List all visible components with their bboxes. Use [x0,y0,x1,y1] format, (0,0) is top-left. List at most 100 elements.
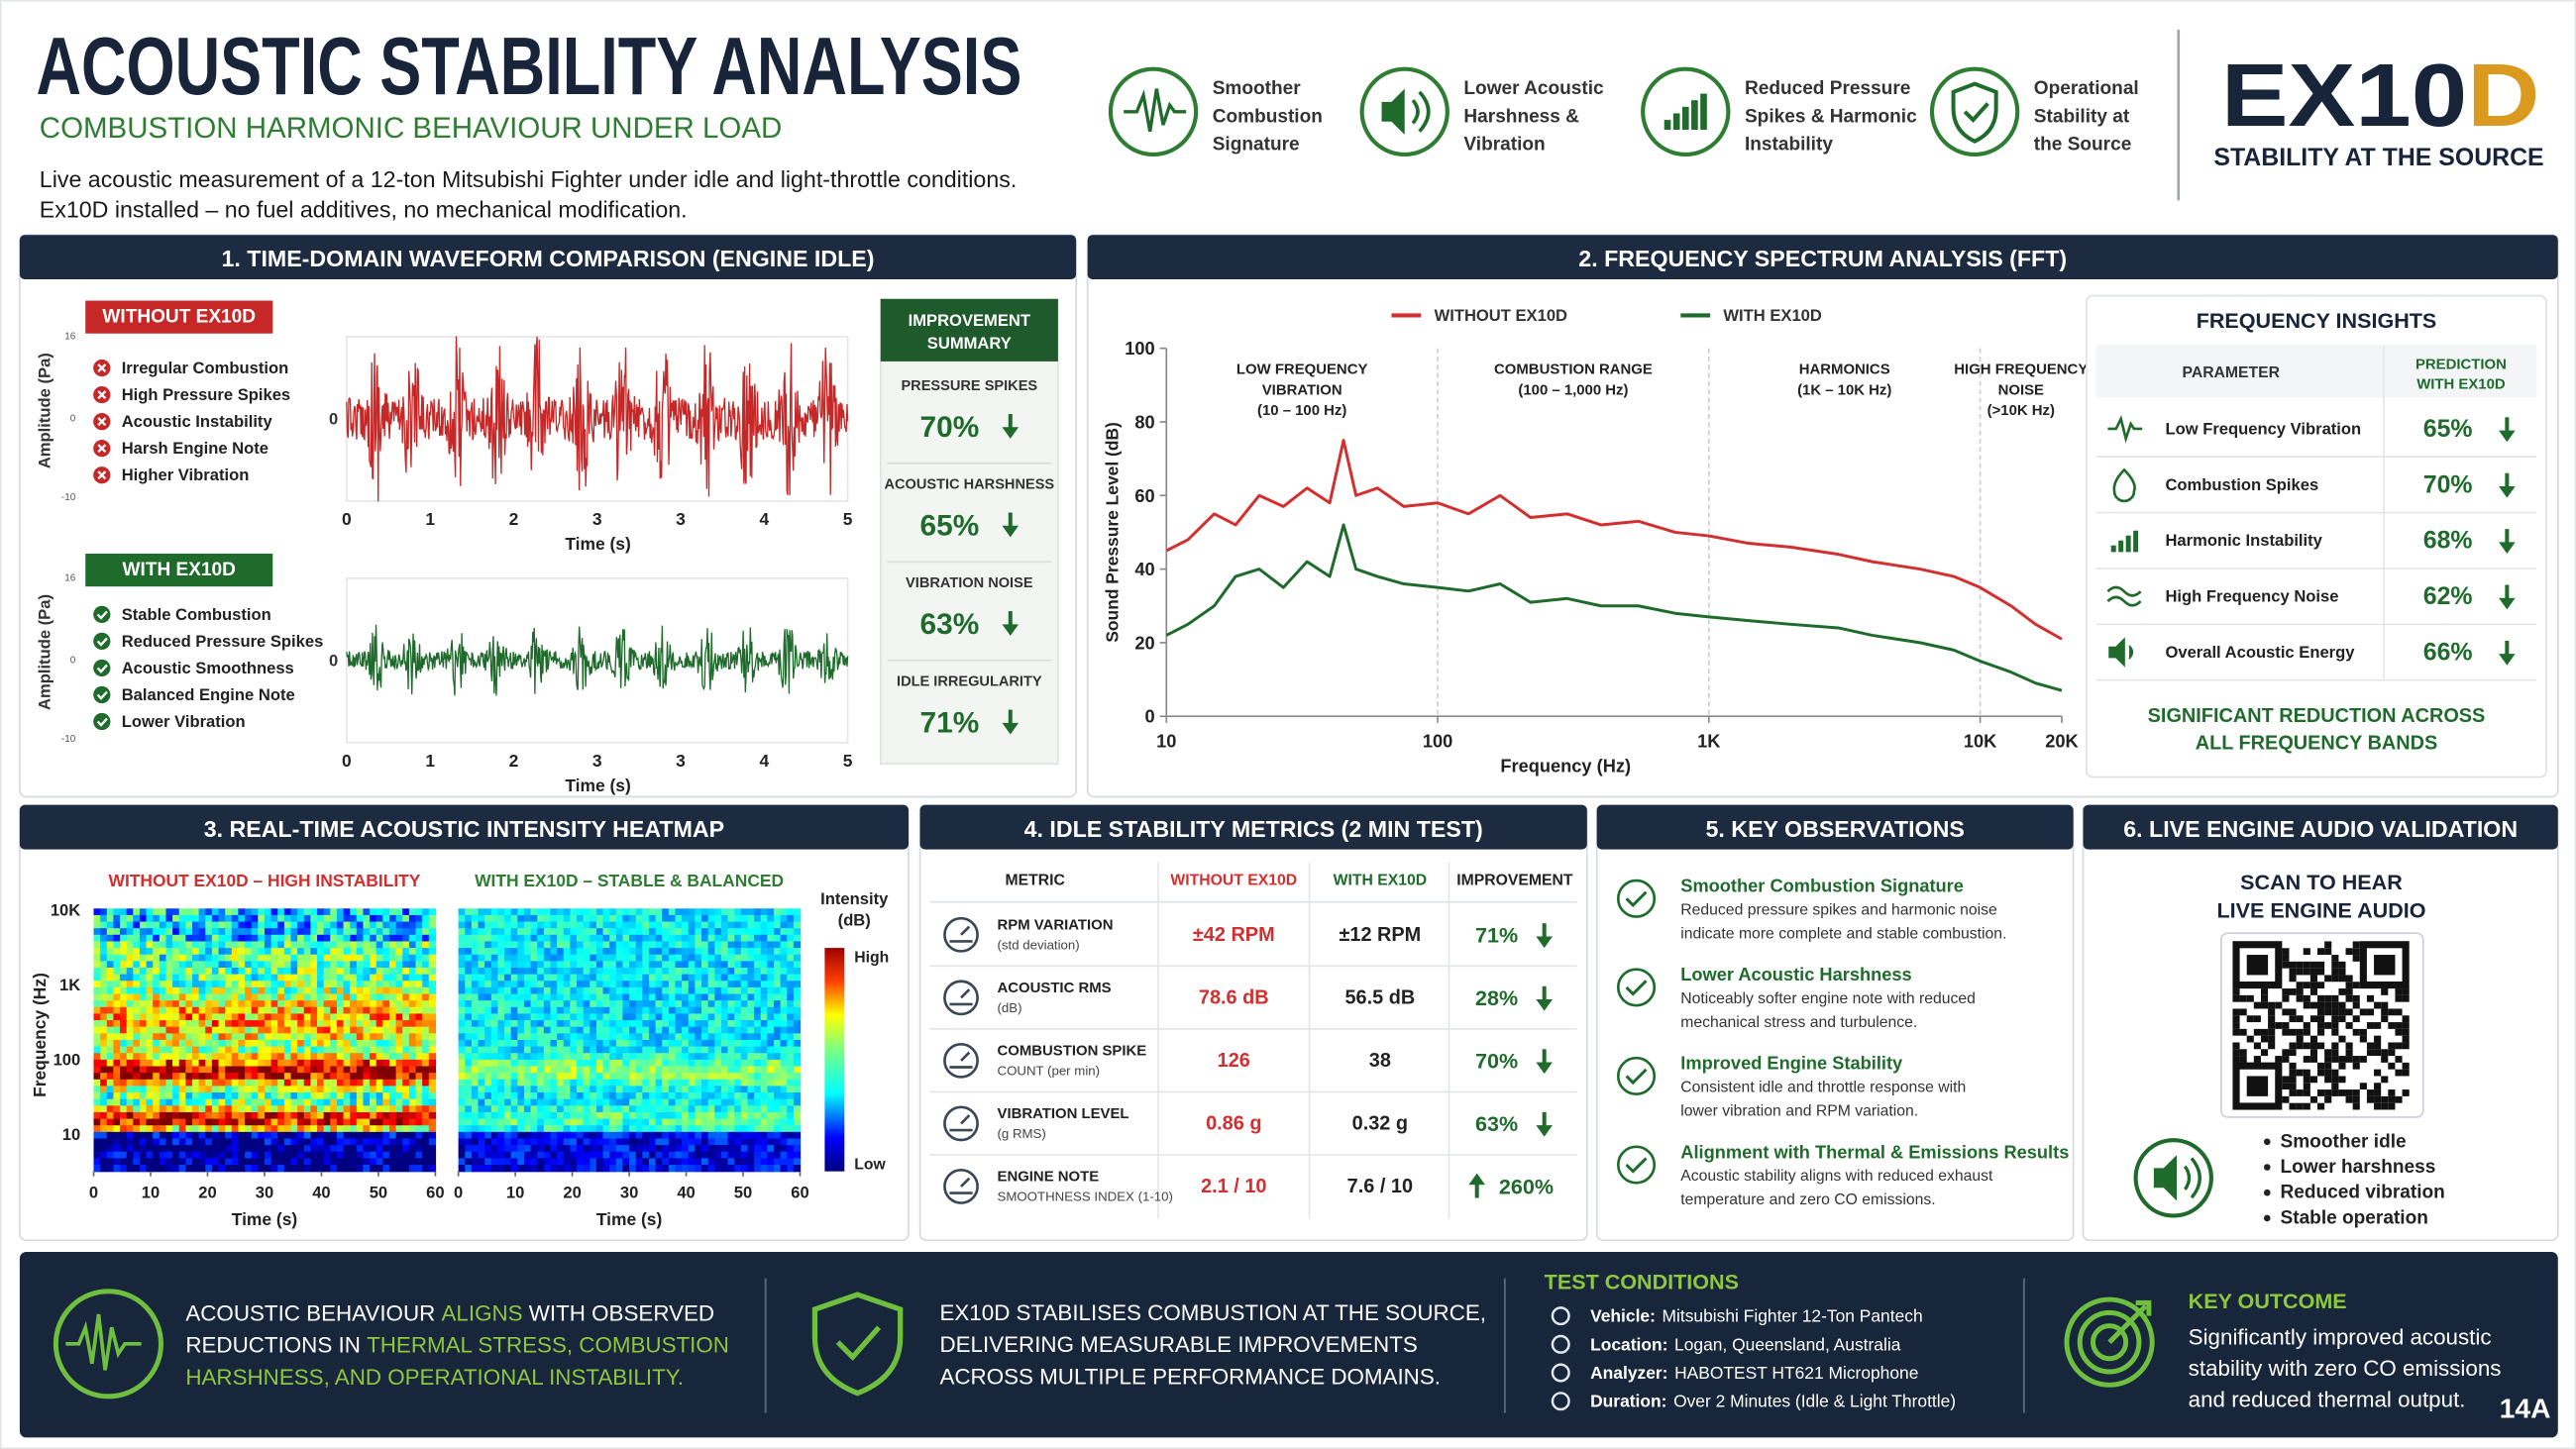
qr-module [2381,1049,2389,1057]
heat-cell [422,1059,430,1068]
summary-value: 65% [920,509,980,542]
heat-cell [727,954,735,963]
heat-cell [395,1013,403,1021]
qr-module [2282,1049,2290,1057]
heat-cell [100,1138,108,1146]
heat-cell [754,1098,762,1106]
heat-cell [458,1059,466,1068]
heat-cell [615,993,624,1001]
heat-cell [290,1053,298,1061]
heat-cell [557,934,565,943]
heat-cell [595,1006,604,1015]
heat-cell [218,1000,226,1008]
heat-cell [422,1125,430,1133]
heat-cell [388,1145,397,1153]
heat-cell [767,1053,775,1061]
heat-cell [238,1111,246,1120]
heat-cell [747,974,755,982]
heat-cell [550,1059,558,1068]
heat-cell [707,1086,715,1093]
heat-cell [363,1020,371,1028]
heat-cell [218,1013,226,1021]
heat-cell [497,914,505,923]
heat-cell [458,981,466,988]
heat-cell [126,993,134,1001]
heat-cell [290,1145,298,1153]
heat-cell [675,1000,683,1008]
heat-cell [478,1000,485,1008]
heat-cell [478,1033,485,1041]
heat-cell [720,954,729,963]
heat-cell [198,974,206,982]
heat-cell [602,1092,610,1100]
heat-cell [523,1111,532,1120]
heat-cell [543,1092,552,1100]
heat-cell [270,908,278,916]
heat-cell [126,1039,134,1048]
heat-cell [218,1092,226,1100]
heat-cell [238,954,246,963]
heat-cell [336,1086,345,1093]
heat-cell [310,1053,318,1061]
heat-cell [642,1158,650,1166]
heat-cell [251,1053,259,1061]
heat-cell [787,1033,795,1041]
benefit-icon [1691,100,1698,131]
x-tick-label: 1 [425,509,435,529]
heat-cell [517,1111,525,1120]
heat-cell [283,967,292,976]
heat-cell [376,948,384,956]
heat-cell [388,1026,397,1035]
heat-cell [720,1111,729,1120]
heat-cell [504,1105,512,1113]
heat-cell [720,934,729,943]
heat-cell [277,1000,285,1008]
heat-cell [172,1158,180,1166]
heat-cell [734,1131,742,1140]
metric-icon [943,1042,979,1079]
heat-cell [153,928,161,936]
heat-cell [310,1013,318,1021]
heat-cell [695,986,702,995]
heat-cell [264,961,272,969]
heat-cell [245,1158,253,1166]
heat-cell [760,914,769,923]
heat-cell [428,1111,437,1120]
heat-cell [283,1053,292,1061]
heat-cell [570,934,578,943]
heat-cell [740,948,749,956]
y-tick-label: 0 [70,655,76,666]
heat-cell [382,1118,390,1126]
heat-cell [787,1118,795,1126]
heat-cell [557,993,565,1001]
heat-cell [629,961,637,969]
heat-cell [497,1020,505,1028]
qr-module [2253,1056,2261,1063]
heat-cell [258,1066,266,1074]
heat-cell [350,1079,358,1087]
summary-value: 71% [920,706,980,739]
qr-module [2352,1095,2360,1103]
heat-cell [330,961,338,969]
heat-cell [126,1125,134,1133]
heat-cell [336,921,345,929]
heat-cell [198,941,206,949]
heat-cell [465,1092,473,1100]
heat-cell [484,914,492,923]
heat-cell [343,1079,351,1087]
heat-cell [780,1013,788,1021]
heat-cell [510,1033,518,1041]
heat-cell [583,961,590,969]
heat-cell [211,1111,220,1120]
x-tick-label: 5 [843,509,853,529]
heat-cell [277,967,285,976]
heat-cell [602,1026,610,1035]
y-axis-label: Amplitude (Pa) [35,594,54,710]
heat-cell [277,1086,285,1093]
heat-cell [682,1092,690,1100]
heat-cell [583,1073,590,1081]
heat-cell [245,1073,253,1081]
heat-cell [754,1006,762,1015]
qr-module [2289,1028,2297,1036]
heat-cell [675,954,683,963]
